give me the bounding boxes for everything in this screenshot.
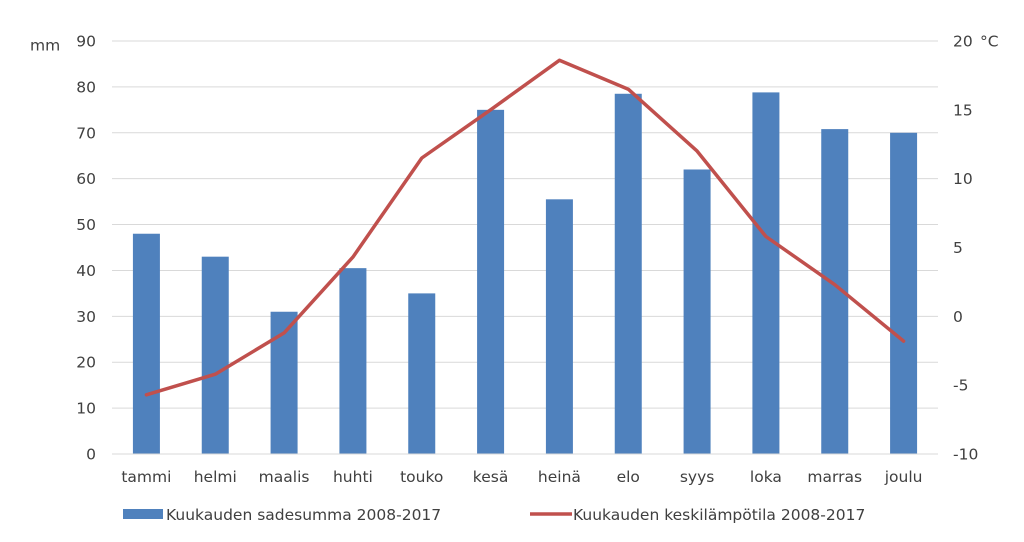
x-axis: tammi helmi maalis huhti touko kesä heinä elo sy… bbox=[112, 453, 938, 486]
legend-label-precipitation: Kuukauden sadesumma 2008-2017 bbox=[166, 506, 441, 524]
left-tick-label: 40 bbox=[76, 262, 96, 280]
bar bbox=[890, 132, 918, 454]
right-axis: °C -10 -5 0 5 10 15 20 bbox=[953, 33, 999, 464]
bar bbox=[683, 169, 711, 454]
x-tick-label: kesä bbox=[473, 468, 509, 486]
left-tick-label: 30 bbox=[76, 308, 96, 326]
right-tick-label: 0 bbox=[953, 308, 963, 326]
x-tick-label: elo bbox=[617, 468, 640, 486]
left-tick-label: 50 bbox=[76, 216, 96, 234]
left-tick-label: 0 bbox=[86, 446, 96, 464]
right-axis-unit: °C bbox=[980, 33, 999, 51]
legend-swatch-precipitation bbox=[123, 509, 163, 519]
left-tick-label: 80 bbox=[76, 78, 96, 96]
right-tick-label: -5 bbox=[953, 377, 968, 395]
left-tick-label: 90 bbox=[76, 33, 96, 51]
right-tick-label: 15 bbox=[953, 101, 973, 119]
x-tick-label: heinä bbox=[538, 468, 581, 486]
x-tick-label: joulu bbox=[884, 468, 923, 486]
bar bbox=[339, 268, 367, 454]
line-series bbox=[144, 58, 906, 397]
x-tick-label: touko bbox=[400, 468, 443, 486]
left-axis-unit: mm bbox=[30, 37, 60, 55]
x-tick-label: syys bbox=[680, 468, 715, 486]
bar bbox=[132, 233, 160, 454]
legend: Kuukauden sadesumma 2008-2017 Kuukauden … bbox=[123, 506, 865, 524]
left-axis: mm 0 10 20 30 40 50 60 70 80 90 bbox=[30, 33, 96, 464]
left-tick-label: 20 bbox=[76, 354, 96, 372]
right-tick-label: 5 bbox=[953, 239, 963, 257]
x-tick-label: marras bbox=[807, 468, 862, 486]
left-tick-label: 60 bbox=[76, 170, 96, 188]
bar bbox=[201, 256, 229, 454]
right-tick-label: 20 bbox=[953, 33, 973, 51]
bar bbox=[614, 93, 642, 455]
left-tick-label: 70 bbox=[76, 124, 96, 142]
x-tick-label: loka bbox=[750, 468, 782, 486]
x-tick-label: tammi bbox=[121, 468, 171, 486]
temperature-line bbox=[144, 58, 906, 397]
legend-label-temperature: Kuukauden keskilämpötila 2008-2017 bbox=[573, 506, 865, 524]
bar bbox=[408, 293, 436, 454]
right-tick-label: -10 bbox=[953, 446, 978, 464]
bar bbox=[752, 92, 780, 454]
x-tick-label: huhti bbox=[333, 468, 373, 486]
bar bbox=[477, 109, 505, 454]
x-tick-label: maalis bbox=[259, 468, 310, 486]
left-tick-label: 10 bbox=[76, 400, 96, 418]
bar bbox=[545, 199, 573, 454]
right-tick-label: 10 bbox=[953, 170, 973, 188]
bar-series bbox=[132, 92, 918, 455]
x-tick-label: helmi bbox=[194, 468, 237, 486]
gridlines bbox=[112, 40, 938, 455]
bar bbox=[270, 311, 298, 454]
